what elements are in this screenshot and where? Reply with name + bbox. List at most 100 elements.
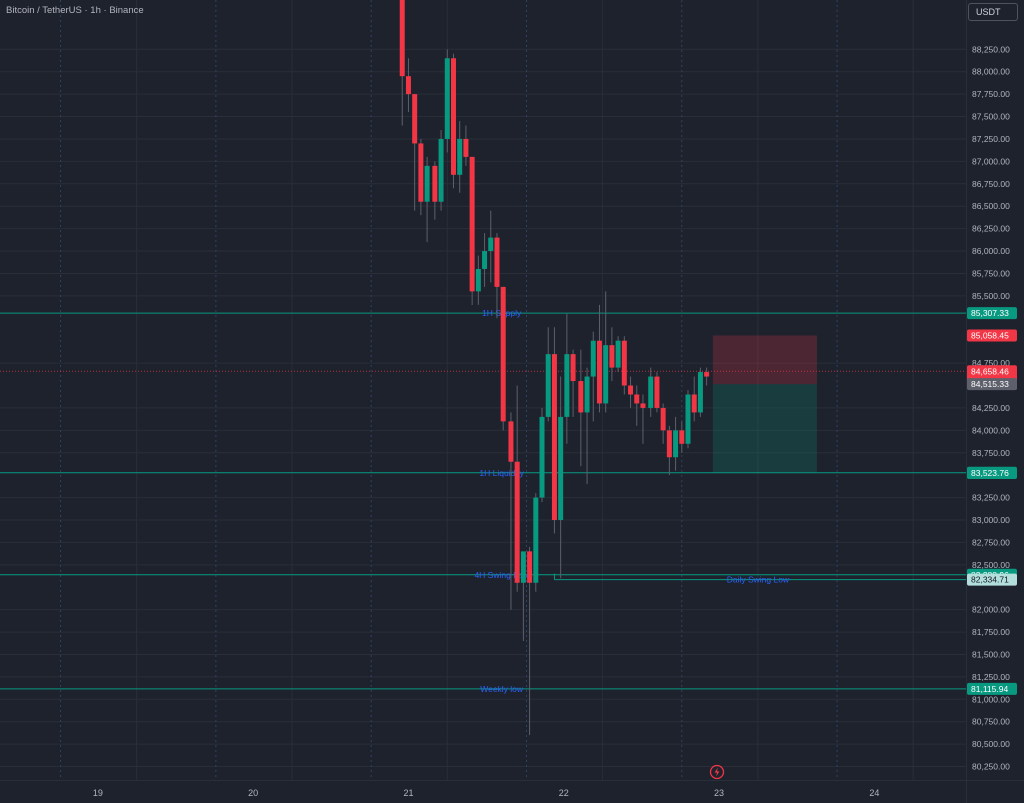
candle-down	[551, 354, 557, 520]
candle-down	[596, 340, 602, 404]
level-label: 4H Swing Low	[474, 570, 529, 580]
candle-up	[558, 416, 564, 520]
candle-up	[564, 354, 570, 417]
candle-down	[405, 76, 411, 95]
price-tick-label: 84,000.00	[972, 425, 1010, 435]
price-tick-label: 87,250.00	[972, 134, 1010, 144]
time-tick-label: 19	[93, 788, 103, 798]
price-tick-label: 82,750.00	[972, 537, 1010, 547]
candle-up	[533, 497, 539, 583]
price-tag-target[interactable]	[967, 467, 1017, 480]
candle-up	[457, 138, 463, 175]
time-tick-label: 23	[714, 788, 724, 798]
price-axis[interactable]: 88,250.00 88,000.00 87,750.00 87,500.00 87,2…	[967, 44, 1017, 772]
price-tick-label: 80,250.00	[972, 762, 1010, 772]
price-tick-label: 87,750.00	[972, 89, 1010, 99]
candle-down	[640, 403, 646, 408]
candle-up	[545, 354, 551, 417]
candle-up	[584, 376, 590, 413]
candle-down	[508, 421, 514, 462]
price-tick-label: 86,500.00	[972, 201, 1010, 211]
time-tick-label: 21	[403, 788, 413, 798]
candle-up	[603, 345, 609, 404]
level-label: Daily Swing Low	[727, 575, 790, 585]
candlesticks	[399, 0, 710, 736]
candle-down	[469, 156, 475, 292]
price-tag-last-text: 84,658.46	[971, 366, 1009, 376]
price-tick-label: 84,750.00	[972, 358, 1010, 368]
candle-down	[450, 58, 456, 175]
candle-down	[628, 385, 634, 395]
candle-down	[418, 143, 424, 202]
price-tick-label: 81,500.00	[972, 649, 1010, 659]
candle-up	[424, 165, 430, 202]
candle-down	[399, 0, 405, 77]
price-tick-label: 81,250.00	[972, 672, 1010, 682]
price-tick-label: 85,750.00	[972, 268, 1010, 278]
candle-down	[494, 237, 500, 287]
stop-loss-zone[interactable]	[712, 335, 817, 385]
candle-down	[660, 407, 666, 431]
candle-down	[500, 286, 506, 422]
price-tick-label: 80,500.00	[972, 739, 1010, 749]
price-tag-stop-text: 85,058.45	[971, 330, 1009, 340]
price-tick-label: 84,250.00	[972, 403, 1010, 413]
candle-up	[444, 58, 450, 139]
price-tag-level[interactable]	[967, 307, 1017, 320]
candle-down	[621, 340, 627, 386]
candle-down	[570, 354, 576, 382]
take-profit-zone[interactable]	[712, 384, 817, 474]
candle-down	[654, 376, 660, 408]
price-tag-level-text: 85,307.33	[971, 308, 1009, 318]
candle-up	[697, 372, 703, 413]
currency-button[interactable]: USDT	[968, 3, 1018, 21]
price-tag-stop[interactable]	[967, 329, 1017, 342]
price-tick-label: 83,750.00	[972, 448, 1010, 458]
short-position-zones[interactable]	[712, 335, 817, 474]
lightning-replay-icon[interactable]	[709, 764, 725, 780]
level-label: Weekly low	[480, 684, 524, 694]
candle-up	[590, 340, 596, 377]
time-tick-label: 24	[869, 788, 879, 798]
candle-up	[648, 376, 654, 408]
price-tick-label: 88,000.00	[972, 67, 1010, 77]
price-tick-label: 87,500.00	[972, 112, 1010, 122]
price-tick-label: 83,250.00	[972, 493, 1010, 503]
price-tag-level[interactable]	[967, 573, 1017, 586]
price-tick-label: 82,500.00	[972, 560, 1010, 570]
candle-down	[691, 394, 697, 413]
candle-up	[539, 416, 545, 498]
candle-up	[482, 251, 488, 269]
price-tick-label: 85,500.00	[972, 291, 1010, 301]
price-tag-level[interactable]	[967, 682, 1017, 695]
price-tick-label: 82,000.00	[972, 605, 1010, 615]
time-axis[interactable]: 19 20 21 22 23 24	[93, 788, 880, 798]
candle-down	[463, 138, 469, 157]
time-tick-label: 20	[248, 788, 258, 798]
price-tag-level-text: 82,334.71	[971, 575, 1009, 585]
candle-down	[432, 165, 438, 202]
candle-up	[488, 237, 494, 252]
price-tick-label: 83,000.00	[972, 515, 1010, 525]
price-tag-entry[interactable]	[967, 378, 1017, 391]
candle-down	[704, 372, 710, 377]
candle-down	[514, 461, 520, 583]
level-label: 1H Liquidity	[479, 468, 524, 478]
candle-down	[527, 551, 533, 583]
candle-up	[438, 138, 444, 202]
candle-up	[615, 340, 621, 368]
price-tick-label: 86,750.00	[972, 179, 1010, 189]
price-tag-entry-text: 84,515.33	[971, 379, 1009, 389]
price-tag-level-text: 81,115.94	[971, 684, 1008, 694]
price-tick-label: 87,000.00	[972, 156, 1010, 166]
price-tick-label: 88,250.00	[972, 44, 1010, 54]
candle-up	[673, 430, 679, 458]
candle-down	[609, 345, 615, 368]
candle-up	[685, 394, 691, 444]
candle-down	[634, 394, 640, 404]
price-tag-target-text: 83,523.76	[971, 468, 1009, 478]
price-tick-label: 86,000.00	[972, 246, 1010, 256]
